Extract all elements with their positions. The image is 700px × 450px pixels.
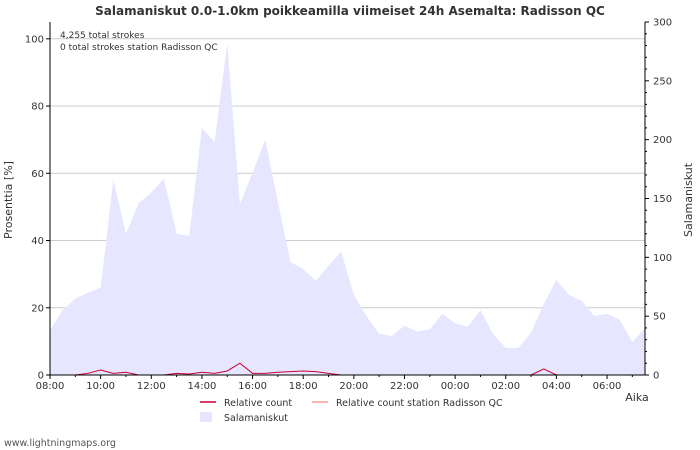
left-axis-ticks: 0 20 40 60 80 100 (25, 34, 50, 382)
left-tick-label-40: 40 (31, 236, 44, 247)
annotation-station-strokes: 0 total strokes station Radisson QC (60, 43, 218, 53)
right-tick-label-300: 300 (653, 18, 672, 29)
y-axis-right-label: Salamaniskut (682, 162, 695, 237)
x-tick-label-7: 22:00 (390, 381, 419, 392)
footer-source: www.lightningmaps.org (4, 438, 116, 449)
right-tick-label-200: 200 (653, 135, 672, 146)
x-tick-label-3: 14:00 (188, 381, 217, 392)
x-axis-label: Aika (625, 391, 649, 404)
right-tick-label-250: 250 (653, 76, 672, 87)
legend-swatch-salamaniskut (200, 412, 212, 422)
legend: Relative count Relative count station Ra… (200, 398, 503, 424)
left-tick-label-100: 100 (25, 34, 44, 45)
x-tick-label-6: 20:00 (339, 381, 368, 392)
x-tick-label-8: 00:00 (441, 381, 470, 392)
y-axis-left-label: Prosenttia [%] (2, 161, 15, 239)
legend-label-relative-count-station: Relative count station Radisson QC (336, 398, 503, 409)
left-tick-label-60: 60 (31, 169, 44, 180)
x-tick-label-0: 08:00 (36, 381, 65, 392)
chart-title: Salamaniskut 0.0-1.0km poikkeamilla viim… (95, 4, 605, 18)
area-layer (50, 43, 645, 376)
left-tick-label-0: 0 (38, 371, 44, 382)
x-tick-label-5: 18:00 (289, 381, 318, 392)
legend-label-relative-count: Relative count (224, 398, 292, 409)
x-tick-label-1: 10:00 (86, 381, 115, 392)
right-tick-label-0: 0 (653, 371, 659, 382)
x-tick-label-11: 06:00 (593, 381, 622, 392)
x-axis-ticks: 08:00 10:00 12:00 14:00 16:00 18:00 20:00 22:00… (36, 375, 633, 392)
x-tick-label-9: 02:00 (491, 381, 520, 392)
left-tick-label-80: 80 (31, 102, 44, 113)
right-tick-label-100: 100 (653, 253, 672, 264)
right-axis-ticks: 0 50 100 150 200 250 300 (645, 18, 672, 382)
right-tick-label-50: 50 (653, 312, 666, 323)
x-tick-label-4: 16:00 (238, 381, 267, 392)
left-tick-label-20: 20 (31, 303, 44, 314)
legend-label-salamaniskut: Salamaniskut (224, 413, 288, 424)
right-tick-label-150: 150 (653, 194, 672, 205)
series-area-salamaniskut (50, 43, 645, 376)
x-tick-label-2: 12:00 (137, 381, 166, 392)
annotation-total-strokes: 4,255 total strokes (60, 31, 145, 41)
x-tick-label-10: 04:00 (542, 381, 571, 392)
